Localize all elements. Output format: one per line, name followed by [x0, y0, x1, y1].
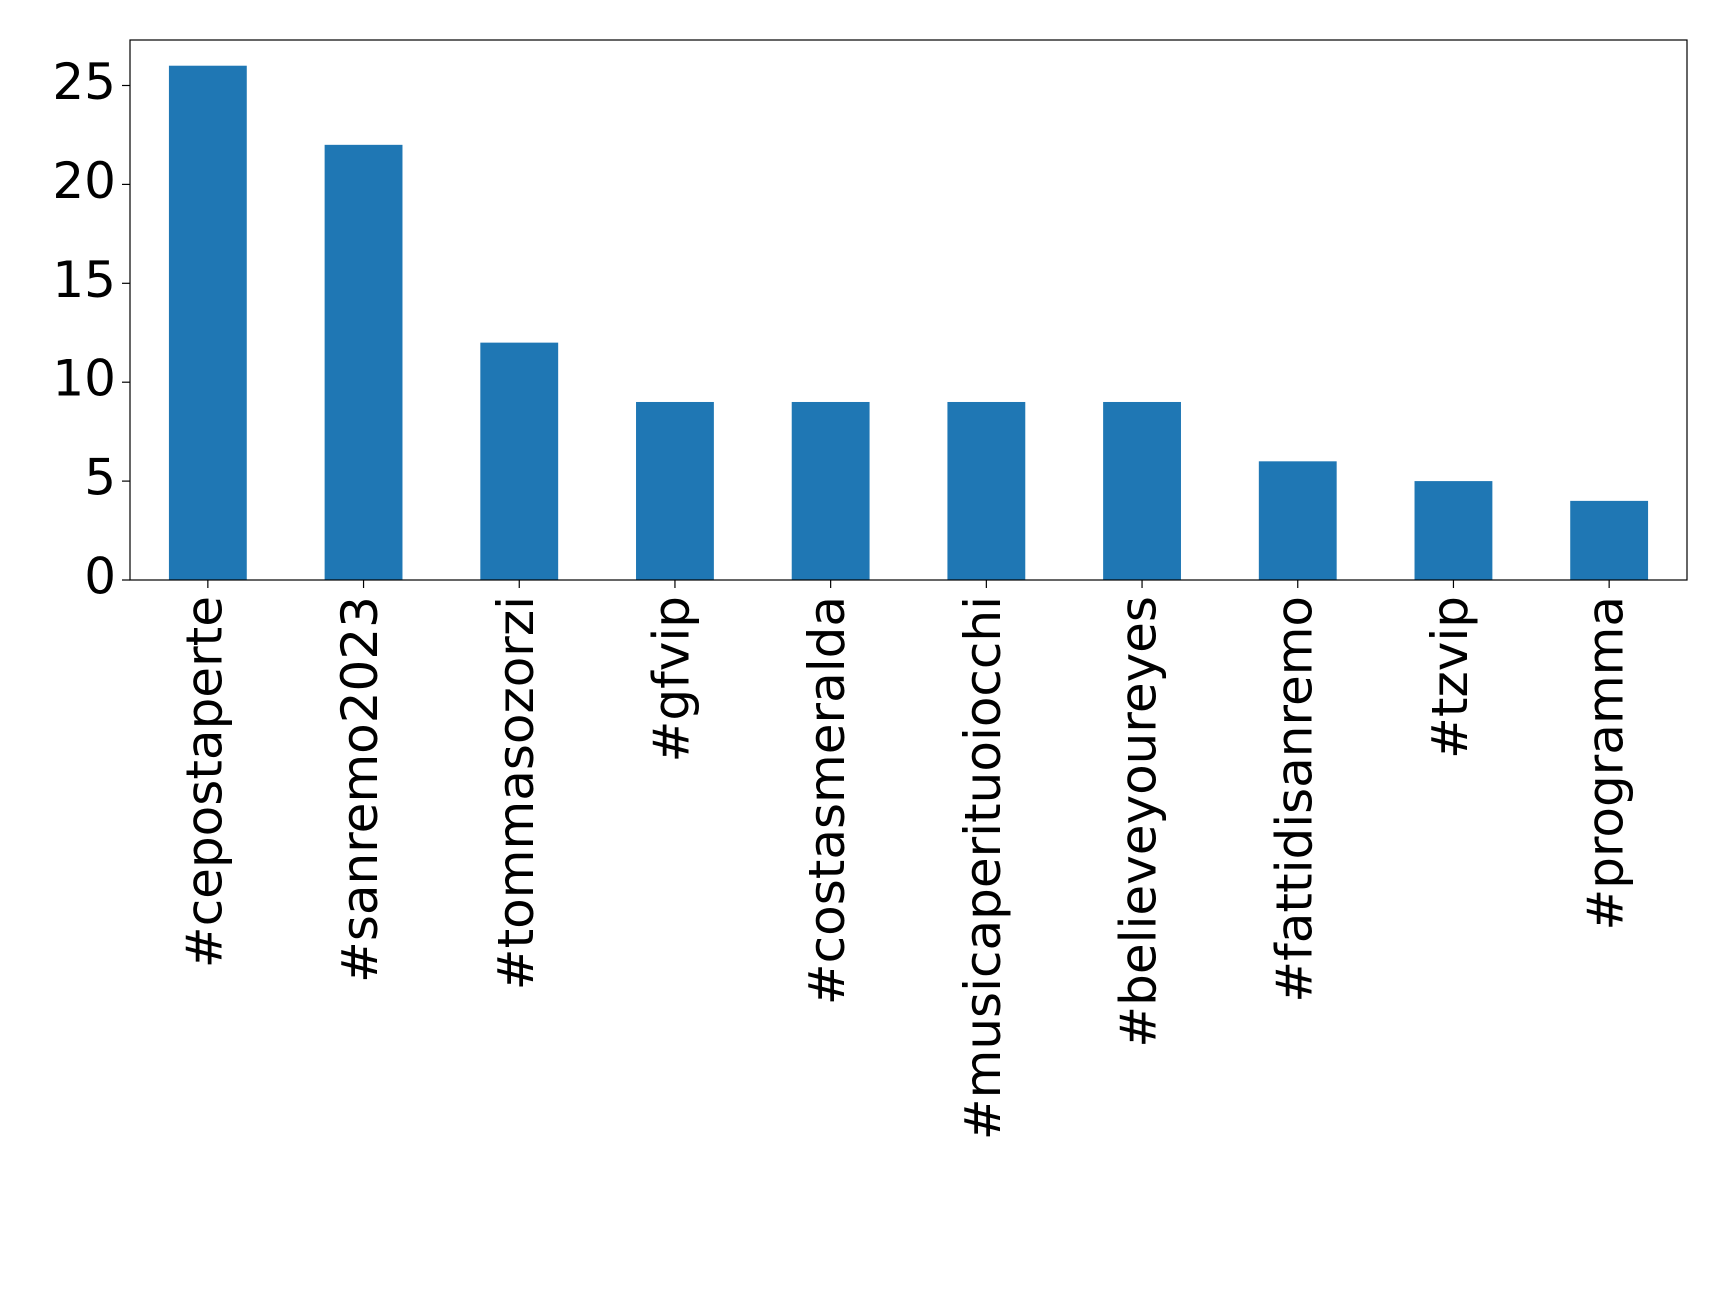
plot-frame [129, 39, 1688, 581]
bar [168, 65, 247, 580]
y-tick-label: 0 [84, 548, 116, 606]
bar [1258, 461, 1337, 580]
x-tick-label: #programma [1577, 596, 1635, 931]
bar [1103, 401, 1181, 580]
y-tick-label: 10 [52, 350, 116, 408]
x-tick-label: #tommasozorzi [487, 596, 545, 990]
bar [1570, 500, 1649, 580]
bar [636, 401, 714, 580]
bar [947, 401, 1026, 580]
x-tick-label: #believeyoureyes [1110, 596, 1168, 1048]
y-tick-label: 25 [52, 53, 116, 111]
bar [791, 401, 870, 580]
y-tick-label: 20 [52, 152, 116, 210]
bar [324, 144, 403, 581]
x-tick-label: #musicaperituoiocchi [954, 596, 1012, 1140]
x-tick-label: #cepostaperte [175, 596, 233, 968]
x-tick-label: #fattidisanremo [1265, 596, 1323, 1003]
y-tick-label: 15 [52, 251, 116, 309]
y-tick-label: 5 [84, 449, 116, 507]
bar [1414, 481, 1493, 580]
x-tick-label: #tzvip [1421, 596, 1479, 759]
x-tick-label: #sanremo2023 [331, 596, 389, 983]
x-tick-label: #gfvip [642, 596, 700, 762]
bar [480, 342, 559, 580]
x-tick-label: #costasmeralda [798, 596, 856, 1005]
